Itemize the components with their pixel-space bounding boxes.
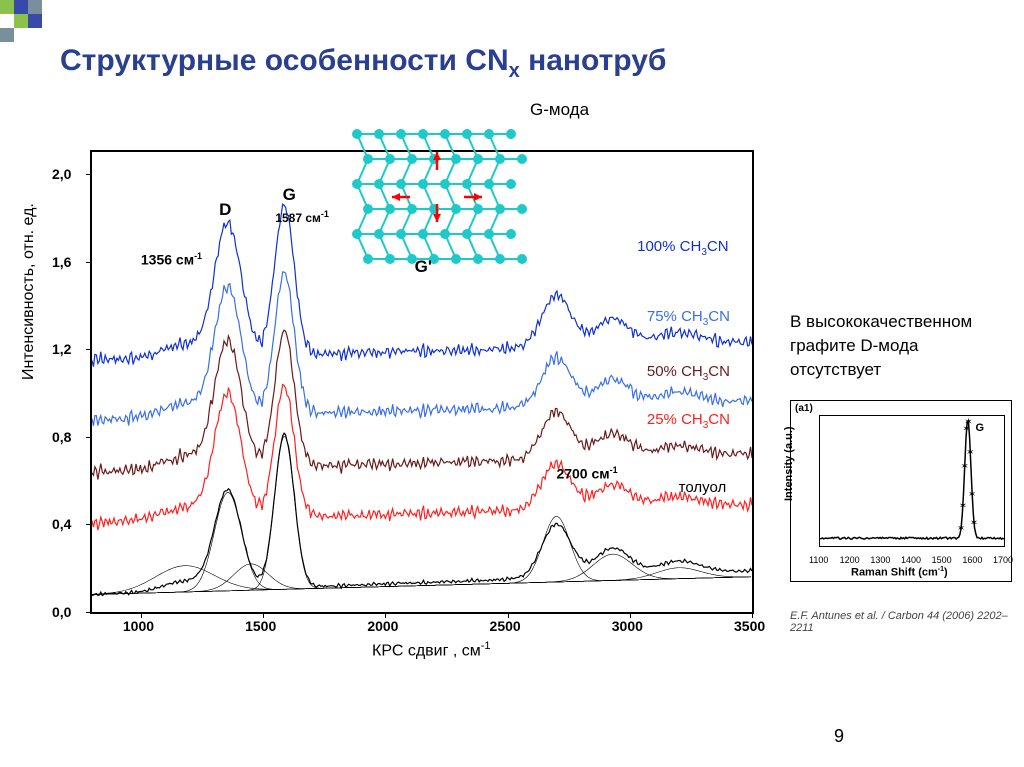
- inset-svg: ✶✶✶✶✶✶✶✶: [820, 416, 1004, 546]
- peak-annotation: G': [415, 257, 432, 277]
- plot-area: КРС сдвиг , см-1 0,00,40,81,21,62,010001…: [90, 150, 754, 614]
- y-tick: 1,6: [52, 254, 71, 270]
- y-tick: 0,8: [52, 429, 71, 445]
- molecule-inset: [342, 122, 542, 282]
- x-axis-label: КРС сдвиг , см-1: [372, 640, 491, 660]
- inset-x-tick: 1600: [962, 555, 982, 565]
- peak-annotation: G: [283, 185, 296, 205]
- molecule-svg: [342, 122, 542, 282]
- svg-text:✶: ✶: [961, 462, 969, 473]
- peak-annotation: 2700 см-1: [556, 465, 617, 482]
- svg-text:✶: ✶: [964, 417, 972, 428]
- inset-x-tick: 1500: [932, 555, 952, 565]
- y-axis-label: Интенсивность, отн. ед.: [20, 203, 38, 380]
- citation: E.F. Antunes et al. / Carbon 44 (2006) 2…: [790, 610, 1024, 634]
- peak-annotation: D: [219, 200, 231, 220]
- svg-text:✶: ✶: [968, 489, 976, 500]
- page-number: 9: [834, 726, 844, 747]
- x-tick: 1500: [245, 618, 276, 634]
- series-label: 75% CH3CN: [647, 308, 730, 328]
- inset-x-tick: 1100: [809, 555, 828, 565]
- y-tick: 1,2: [52, 341, 71, 357]
- y-tick: 0,0: [52, 604, 71, 620]
- main-spectrum-chart: Интенсивность, отн. ед. КРС сдвиг , см-1…: [30, 120, 770, 680]
- inset-graphite-chart: (a1) Intensity (a.u.) ✶✶✶✶✶✶✶✶ G Raman S…: [790, 400, 1012, 582]
- peak-annotation: 1587 см-1: [275, 209, 329, 225]
- peak-annotation: 1356 см-1: [141, 251, 202, 268]
- x-tick: 2500: [490, 618, 521, 634]
- svg-text:✶: ✶: [966, 447, 974, 458]
- inset-corner-label: (a1): [795, 403, 813, 414]
- x-tick: 2000: [367, 618, 398, 634]
- svg-text:✶: ✶: [970, 518, 978, 529]
- series-label: 100% CH3CN: [637, 238, 728, 258]
- series-label: 50% CH3CN: [647, 363, 730, 383]
- x-tick: 3000: [612, 618, 643, 634]
- inset-x-label: Raman Shift (cm-1): [851, 566, 948, 579]
- series-label: 25% CH3CN: [647, 411, 730, 431]
- x-tick: 3500: [734, 618, 765, 634]
- y-tick: 2,0: [52, 166, 71, 182]
- right-description: В высококачественном графите D-мода отсу…: [790, 310, 1010, 381]
- inset-x-tick: 1700: [993, 555, 1013, 565]
- inset-g-label: G: [975, 422, 984, 434]
- y-tick: 0,4: [52, 516, 71, 532]
- series-label: толуол: [679, 479, 727, 496]
- svg-text:✶: ✶: [959, 501, 967, 512]
- inset-x-tick: 1400: [901, 555, 921, 565]
- page-title: Структурные особенности CNx нанотруб: [60, 44, 666, 83]
- inset-plot-area: ✶✶✶✶✶✶✶✶ G: [819, 415, 1005, 547]
- inset-x-tick: 1300: [870, 555, 890, 565]
- svg-text:✶: ✶: [957, 524, 965, 535]
- x-tick: 1000: [123, 618, 154, 634]
- inset-y-label: Intensity (a.u.): [783, 426, 795, 501]
- gmode-label: G-мода: [530, 100, 589, 120]
- inset-x-tick: 1200: [840, 555, 860, 565]
